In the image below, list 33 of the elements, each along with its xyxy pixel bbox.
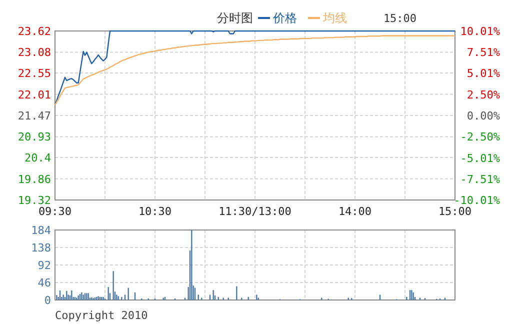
y-tick-label: 184 bbox=[31, 224, 52, 237]
chart-title: 分时图 bbox=[217, 11, 253, 25]
legend-label: 价格 bbox=[272, 11, 297, 25]
x-tick-label: 14:00 bbox=[338, 205, 372, 218]
text: 15:00 bbox=[383, 12, 417, 25]
x-tick-label: 09:30 bbox=[38, 205, 72, 218]
y-tick-label: 92 bbox=[38, 259, 51, 272]
y2-tick-label: 7.51% bbox=[466, 46, 500, 60]
y-tick-label: 20.4 bbox=[24, 152, 52, 165]
y2-tick-label: 2.50% bbox=[466, 88, 500, 102]
x-tick-label: 15:00 bbox=[438, 205, 472, 218]
y2-tick-label: 0.00% bbox=[466, 110, 500, 122]
y-tick-label: 21.47 bbox=[18, 110, 51, 122]
y2-tick-label: -5.01% bbox=[460, 152, 500, 165]
y2-tick-label: -7.51% bbox=[460, 172, 500, 186]
text: Copyright 2010 bbox=[55, 309, 148, 322]
y2-tick-label: -10.01% bbox=[454, 194, 500, 207]
y-tick-label: 22.01 bbox=[18, 88, 51, 102]
y2-tick-label: -2.50% bbox=[460, 130, 500, 144]
x-tick-label: 10:30 bbox=[138, 205, 172, 218]
y-tick-label: 0 bbox=[44, 294, 51, 307]
y-tick-label: 20.93 bbox=[18, 130, 51, 144]
legend-label: 均线 bbox=[322, 11, 347, 25]
y-tick-label: 22.55 bbox=[18, 67, 51, 80]
y-tick-label: 23.62 bbox=[18, 25, 51, 38]
y-tick-label: 23.08 bbox=[18, 46, 51, 60]
y2-tick-label: 5.01% bbox=[466, 67, 500, 80]
y2-tick-label: 10.01% bbox=[460, 25, 500, 38]
y-tick-label: 19.86 bbox=[18, 172, 51, 186]
y-tick-label: 46 bbox=[38, 276, 51, 290]
y-tick-label: 138 bbox=[31, 242, 51, 254]
y-tick-label: 19.32 bbox=[18, 194, 51, 207]
x-tick-label: 11:30/13:00 bbox=[218, 205, 292, 218]
